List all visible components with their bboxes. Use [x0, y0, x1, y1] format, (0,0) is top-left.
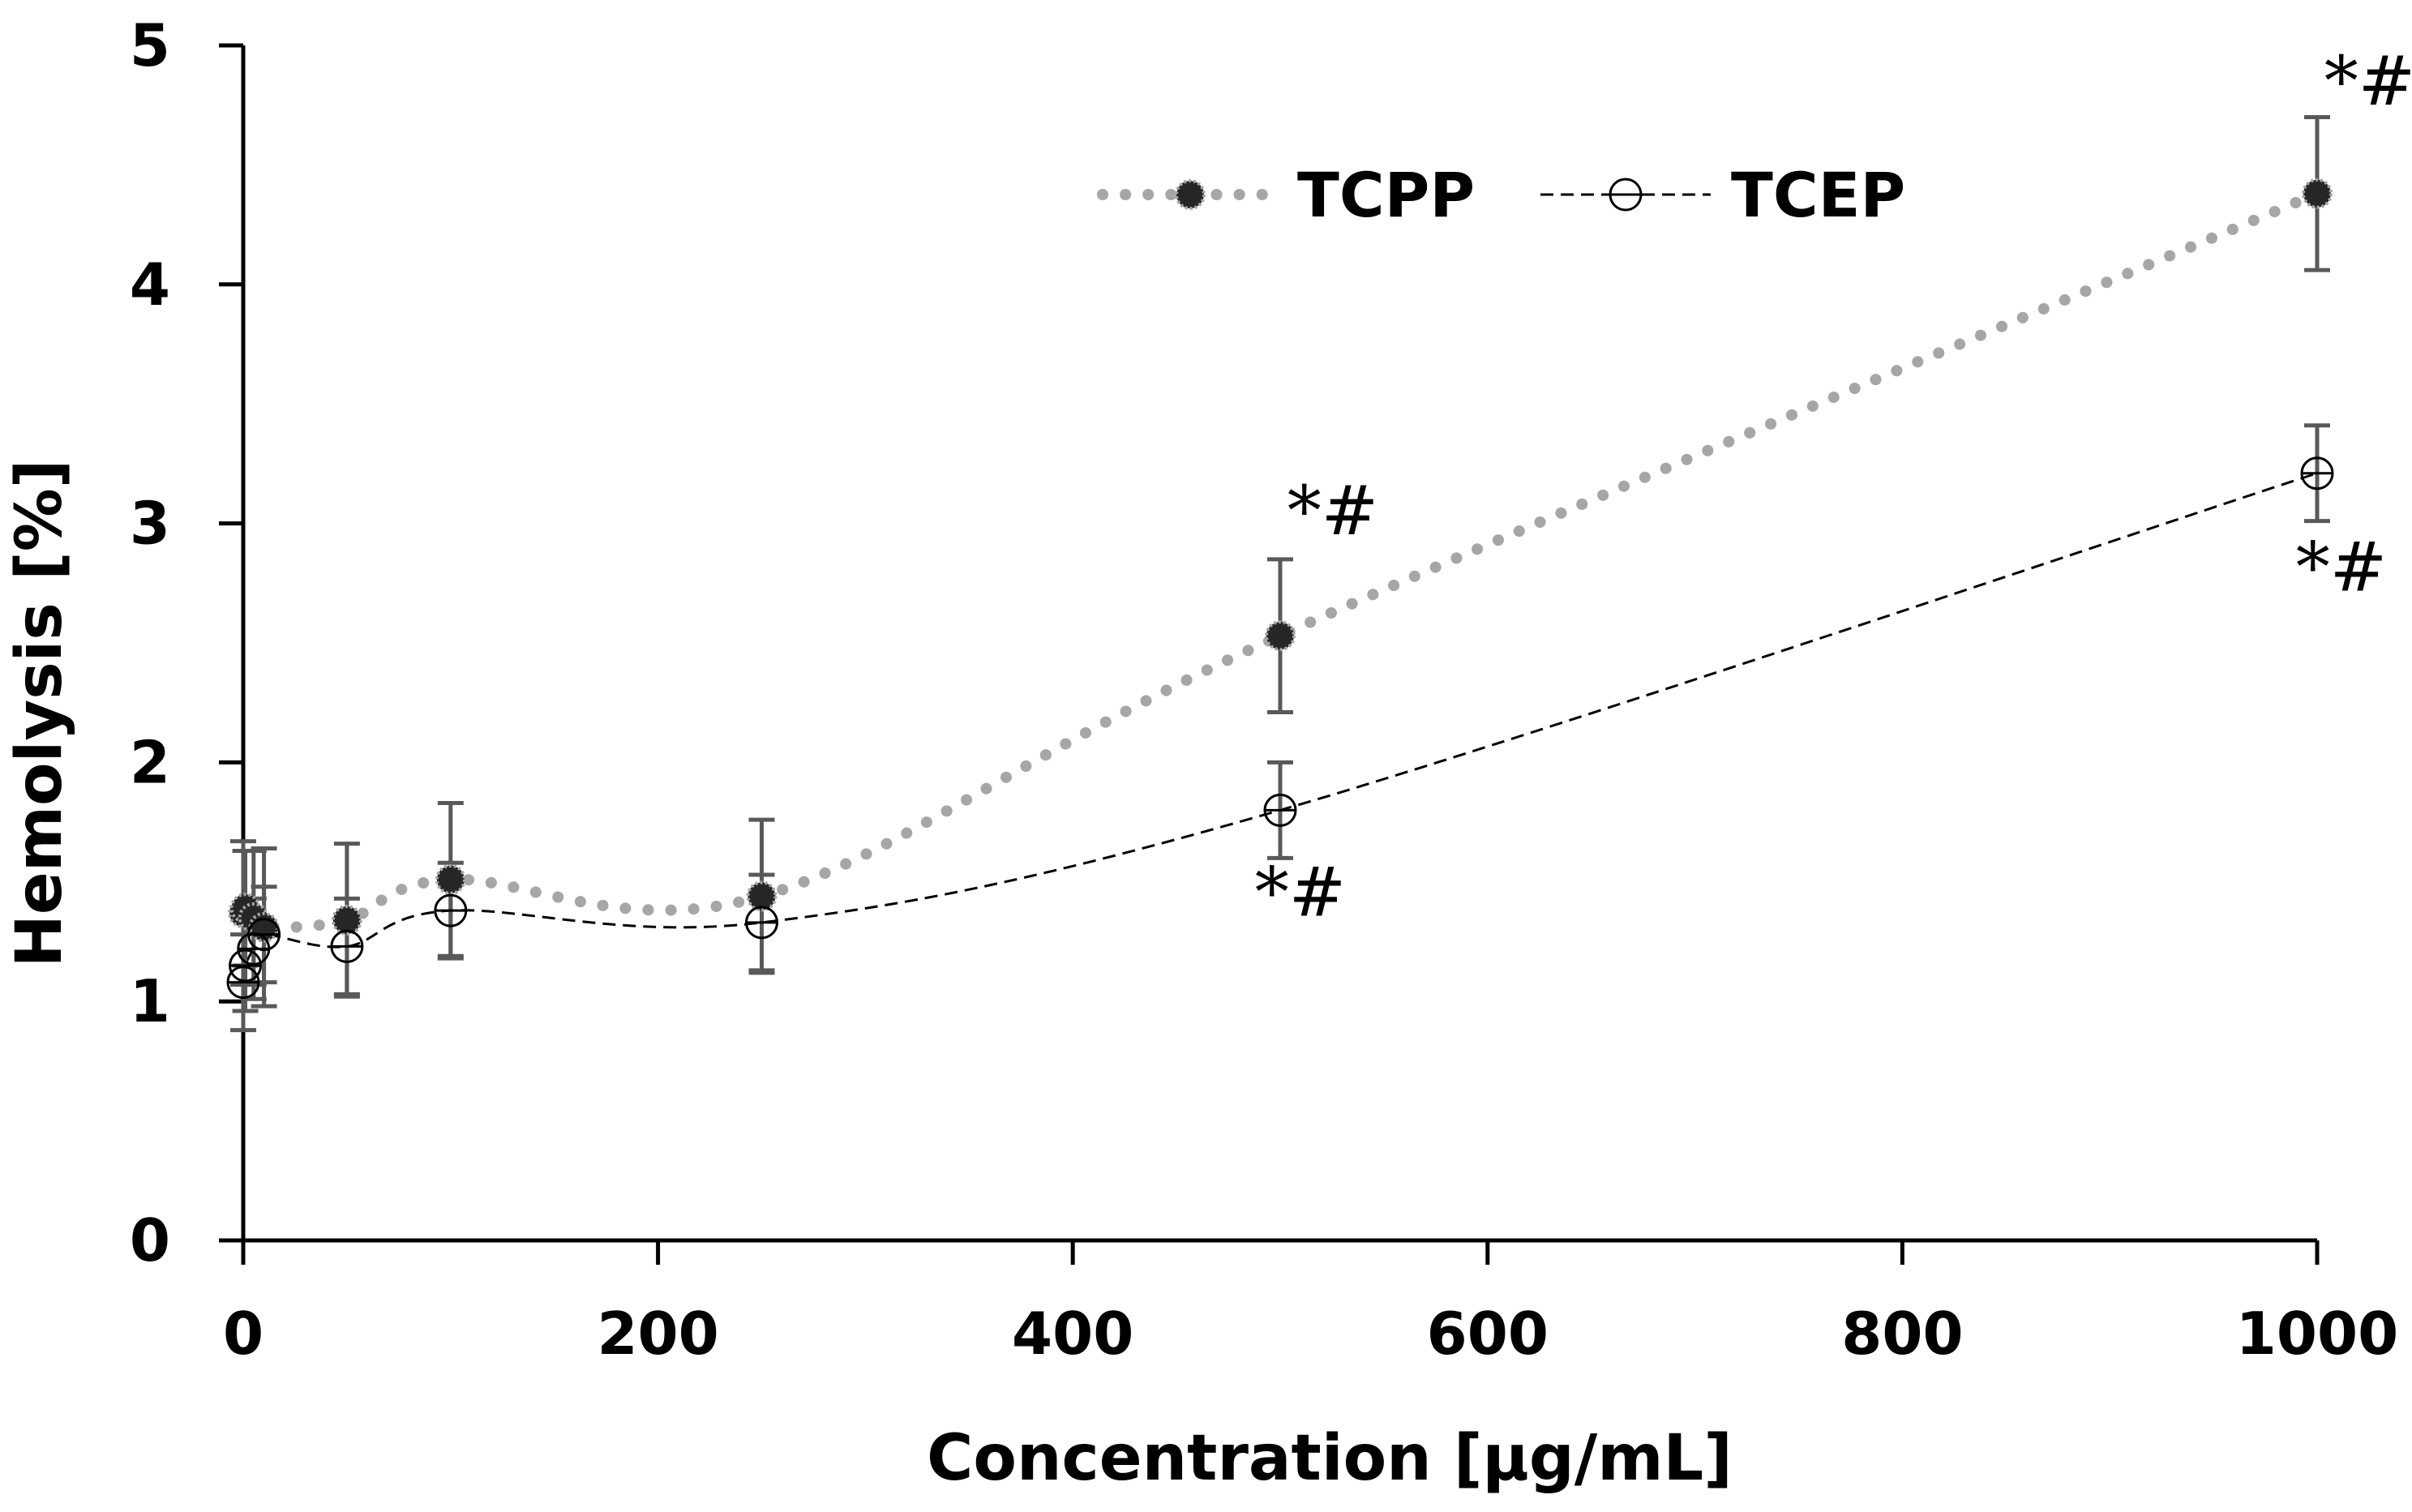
y-tick-label-2: 2 [130, 728, 170, 796]
significance-mark-tcpp-1000: *# [2324, 41, 2412, 121]
legend-tcep-label: TCEP [1731, 159, 1905, 231]
y-tick-label-4: 4 [130, 251, 170, 319]
y-tick-label-3: 3 [130, 490, 170, 558]
tcpp-point [435, 863, 466, 895]
significance-annotations: *# *# *# *# [1255, 41, 2412, 932]
y-axis-title: Hemolysis [%] [3, 460, 76, 968]
significance-mark-tcpp-500: *# [1287, 471, 1378, 550]
series-markers [226, 178, 2334, 1000]
x-tick-label-600: 600 [1427, 1300, 1549, 1368]
y-tick-label-0: 0 [130, 1206, 170, 1274]
axes-layer: 0 1 2 3 4 5 0 200 400 600 800 1000 [130, 11, 2398, 1368]
x-tick-label-400: 400 [1012, 1300, 1133, 1368]
x-tick-label-200: 200 [597, 1300, 718, 1368]
x-tick-label-1000: 1000 [2236, 1300, 2398, 1368]
tcpp-point [1265, 620, 1296, 652]
y-tick-label-1: 1 [130, 967, 170, 1035]
significance-mark-tcep-1000: *# [2296, 528, 2387, 607]
x-axis-title: Concentration [µg/mL] [927, 1422, 1733, 1495]
legend-tcpp-marker [1175, 179, 1206, 210]
legend-tcpp-label: TCPP [1297, 159, 1475, 231]
x-tick-label-800: 800 [1841, 1300, 1963, 1368]
tcpp-point [746, 880, 778, 912]
x-tick-label-0: 0 [223, 1300, 263, 1368]
tcpp-point [2302, 178, 2333, 209]
tcpp-point [331, 904, 362, 936]
y-tick-label-5: 5 [130, 11, 170, 79]
legend: TCPP TCEP [1097, 159, 1905, 231]
significance-mark-tcep-500: *# [1255, 852, 1346, 932]
